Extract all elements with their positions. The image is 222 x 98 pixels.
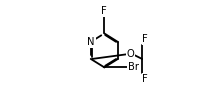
- Text: N: N: [87, 37, 95, 47]
- Text: O: O: [127, 49, 134, 59]
- Text: F: F: [143, 74, 148, 84]
- Text: Br: Br: [128, 62, 139, 72]
- Text: F: F: [101, 6, 107, 16]
- Text: F: F: [143, 34, 148, 44]
